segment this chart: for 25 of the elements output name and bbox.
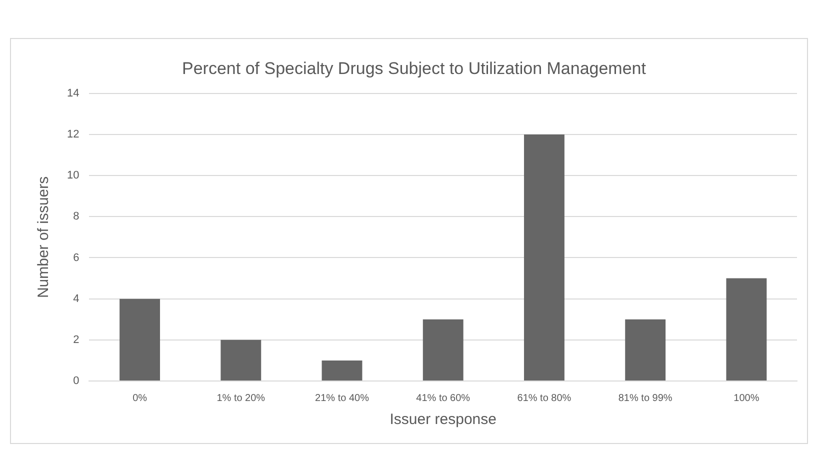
- chart-title: Percent of Specialty Drugs Subject to Utilization Management: [182, 58, 646, 78]
- y-axis-title: Number of issuers: [35, 176, 52, 298]
- bar: [625, 319, 666, 380]
- bar: [422, 319, 464, 380]
- x-tick-label: 61% to 80%: [517, 392, 572, 404]
- y-tick-label: 14: [66, 87, 80, 100]
- bar: [726, 278, 767, 380]
- y-tick-label: 2: [73, 334, 80, 346]
- x-tick-label: 100%: [734, 392, 760, 404]
- y-tick-label: 4: [73, 292, 80, 305]
- x-tick-label: 81% to 99%: [618, 392, 672, 404]
- x-tick-label: 21% to 40%: [315, 392, 370, 404]
- y-tick-label: 12: [66, 128, 80, 141]
- x-tick-label: 0%: [132, 392, 148, 404]
- bar: [220, 340, 262, 380]
- y-tick-label: 10: [66, 170, 80, 182]
- y-tick-label: 0: [73, 375, 80, 388]
- bar: [524, 134, 564, 380]
- y-tick-label: 8: [73, 210, 80, 223]
- x-axis-title: Issuer response: [390, 411, 496, 428]
- x-tick-label: 1% to 20%: [216, 392, 266, 404]
- y-tick-label: 6: [73, 252, 80, 264]
- bar: [322, 360, 362, 380]
- x-tick-label: 41% to 60%: [416, 392, 470, 404]
- bar: [120, 298, 160, 380]
